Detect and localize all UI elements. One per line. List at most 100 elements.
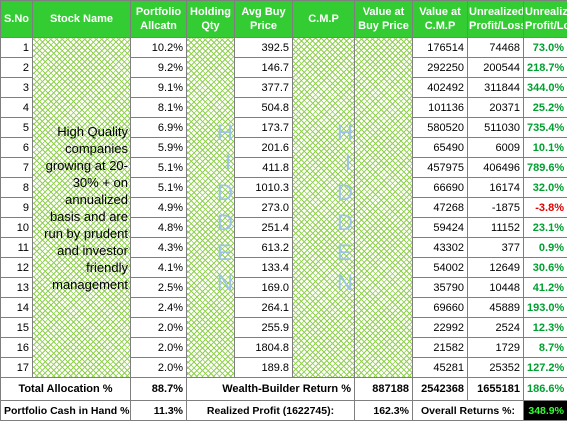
serial: 7: [0, 157, 33, 178]
avg-buy-price: 173.7: [234, 117, 293, 138]
serial: 5: [0, 117, 33, 138]
overall-label: Overall Returns %:: [412, 400, 524, 421]
profit-pct: 30.6%: [523, 257, 567, 278]
totals-allocation: 88.7%: [130, 377, 187, 401]
allocation: 6.9%: [130, 117, 187, 138]
profit-loss: 45889: [467, 297, 524, 318]
serial: 3: [0, 77, 33, 98]
serial: 10: [0, 217, 33, 238]
serial: 13: [0, 277, 33, 298]
header-cell: Stock Name: [32, 0, 131, 38]
data-row: 17 2.0% 189.8 45281 25352 127.2%: [0, 357, 567, 378]
avg-buy-price: 189.8: [234, 357, 293, 378]
profit-loss: 20371: [467, 97, 524, 118]
return-label: Wealth-Builder Return %: [186, 377, 355, 401]
allocation: 5.9%: [130, 137, 187, 158]
allocation: 2.0%: [130, 317, 187, 338]
avg-buy-price: 255.9: [234, 317, 293, 338]
header-cell: Unrealized Profit/Loss: [467, 0, 524, 38]
profit-pct: 8.7%: [523, 337, 567, 358]
serial: 11: [0, 237, 33, 258]
allocation: 2.4%: [130, 297, 187, 318]
header-cell: Unrealized Profit/Loss: [523, 0, 567, 38]
totals-value-cmp: 2542368: [412, 377, 468, 401]
header-row: S.No Stock Name Portfolio Allcatn Holding Q…: [0, 0, 567, 38]
header-cell: C.M.P: [292, 0, 355, 38]
serial: 14: [0, 297, 33, 318]
value-cmp: 54002: [412, 257, 468, 278]
avg-buy-price: 377.7: [234, 77, 293, 98]
profit-loss: 12649: [467, 257, 524, 278]
data-row: 11 4.3% 613.2 43302 377 0.9%: [0, 237, 567, 258]
serial: 12: [0, 257, 33, 278]
avg-buy-price: 392.5: [234, 37, 293, 58]
profit-pct: 193.0%: [523, 297, 567, 318]
value-cmp: 457975: [412, 157, 468, 178]
value-cmp: 580520: [412, 117, 468, 138]
totals-profit-pct: 186.6%: [523, 377, 567, 401]
totals-profit: 1655181: [467, 377, 524, 401]
profit-loss: 200544: [467, 57, 524, 78]
profit-loss: 16174: [467, 177, 524, 198]
value-cmp: 47268: [412, 197, 468, 218]
profit-loss: -1875: [467, 197, 524, 218]
allocation: 9.2%: [130, 57, 187, 78]
serial: 15: [0, 317, 33, 338]
summary-row: Portfolio Cash in Hand %: 11.3% Realized P…: [0, 400, 567, 421]
profit-pct: 789.6%: [523, 157, 567, 178]
value-cmp: 176514: [412, 37, 468, 58]
profit-loss: 2524: [467, 317, 524, 338]
profit-pct: 735.4%: [523, 117, 567, 138]
data-row: 1 High Quality companies growing at 20-30…: [0, 37, 567, 378]
header-cell: S.No: [0, 0, 33, 38]
hidden-label: HIDDEN: [217, 119, 233, 295]
avg-buy-price: 411.8: [234, 157, 293, 178]
avg-buy-price: 613.2: [234, 237, 293, 258]
profit-loss: 11152: [467, 217, 524, 238]
totals-row: Total Allocation % 88.7% Wealth-Builder Re…: [0, 377, 567, 401]
value-cmp: 22992: [412, 317, 468, 338]
header-cell: Portfolio Allcatn: [130, 0, 187, 38]
profit-pct: 25.2%: [523, 97, 567, 118]
profit-loss: 10448: [467, 277, 524, 298]
allocation: 2.5%: [130, 277, 187, 298]
profit-pct: 127.2%: [523, 357, 567, 378]
cash-value: 11.3%: [130, 400, 187, 421]
data-row: 10 4.8% 251.4 59424 11152 23.1%: [0, 217, 567, 238]
hidden-label: HIDDEN: [337, 119, 353, 295]
profit-loss: 25352: [467, 357, 524, 378]
hidden-buy-value: [354, 37, 413, 378]
allocation: 5.1%: [130, 177, 187, 198]
allocation: 2.0%: [130, 357, 187, 378]
data-row: 4 8.1% 504.8 101136 20371 25.2%: [0, 97, 567, 118]
allocation: 4.1%: [130, 257, 187, 278]
header-cell: Value at Buy Price: [354, 0, 413, 38]
value-cmp: 66690: [412, 177, 468, 198]
profit-pct: 12.3%: [523, 317, 567, 338]
serial: 16: [0, 337, 33, 358]
data-row: 14 2.4% 264.1 69660 45889 193.0%: [0, 297, 567, 318]
avg-buy-price: 1010.3: [234, 177, 293, 198]
allocation: 4.8%: [130, 217, 187, 238]
allocation: 4.3%: [130, 237, 187, 258]
stock-note: High Quality companies growing at 20-30%…: [32, 37, 131, 378]
serial: 1: [0, 37, 33, 58]
profit-loss: 406496: [467, 157, 524, 178]
profit-loss: 6009: [467, 137, 524, 158]
serial: 17: [0, 357, 33, 378]
profit-loss: 1729: [467, 337, 524, 358]
profit-pct: 10.1%: [523, 137, 567, 158]
avg-buy-price: 133.4: [234, 257, 293, 278]
profit-pct: 23.1%: [523, 217, 567, 238]
allocation: 8.1%: [130, 97, 187, 118]
value-cmp: 101136: [412, 97, 468, 118]
serial: 2: [0, 57, 33, 78]
hidden-qty: HIDDEN: [186, 37, 235, 378]
allocation: 2.0%: [130, 337, 187, 358]
cash-label: Portfolio Cash in Hand %:: [0, 400, 131, 421]
allocation: 5.1%: [130, 157, 187, 178]
profit-pct: 218.7%: [523, 57, 567, 78]
